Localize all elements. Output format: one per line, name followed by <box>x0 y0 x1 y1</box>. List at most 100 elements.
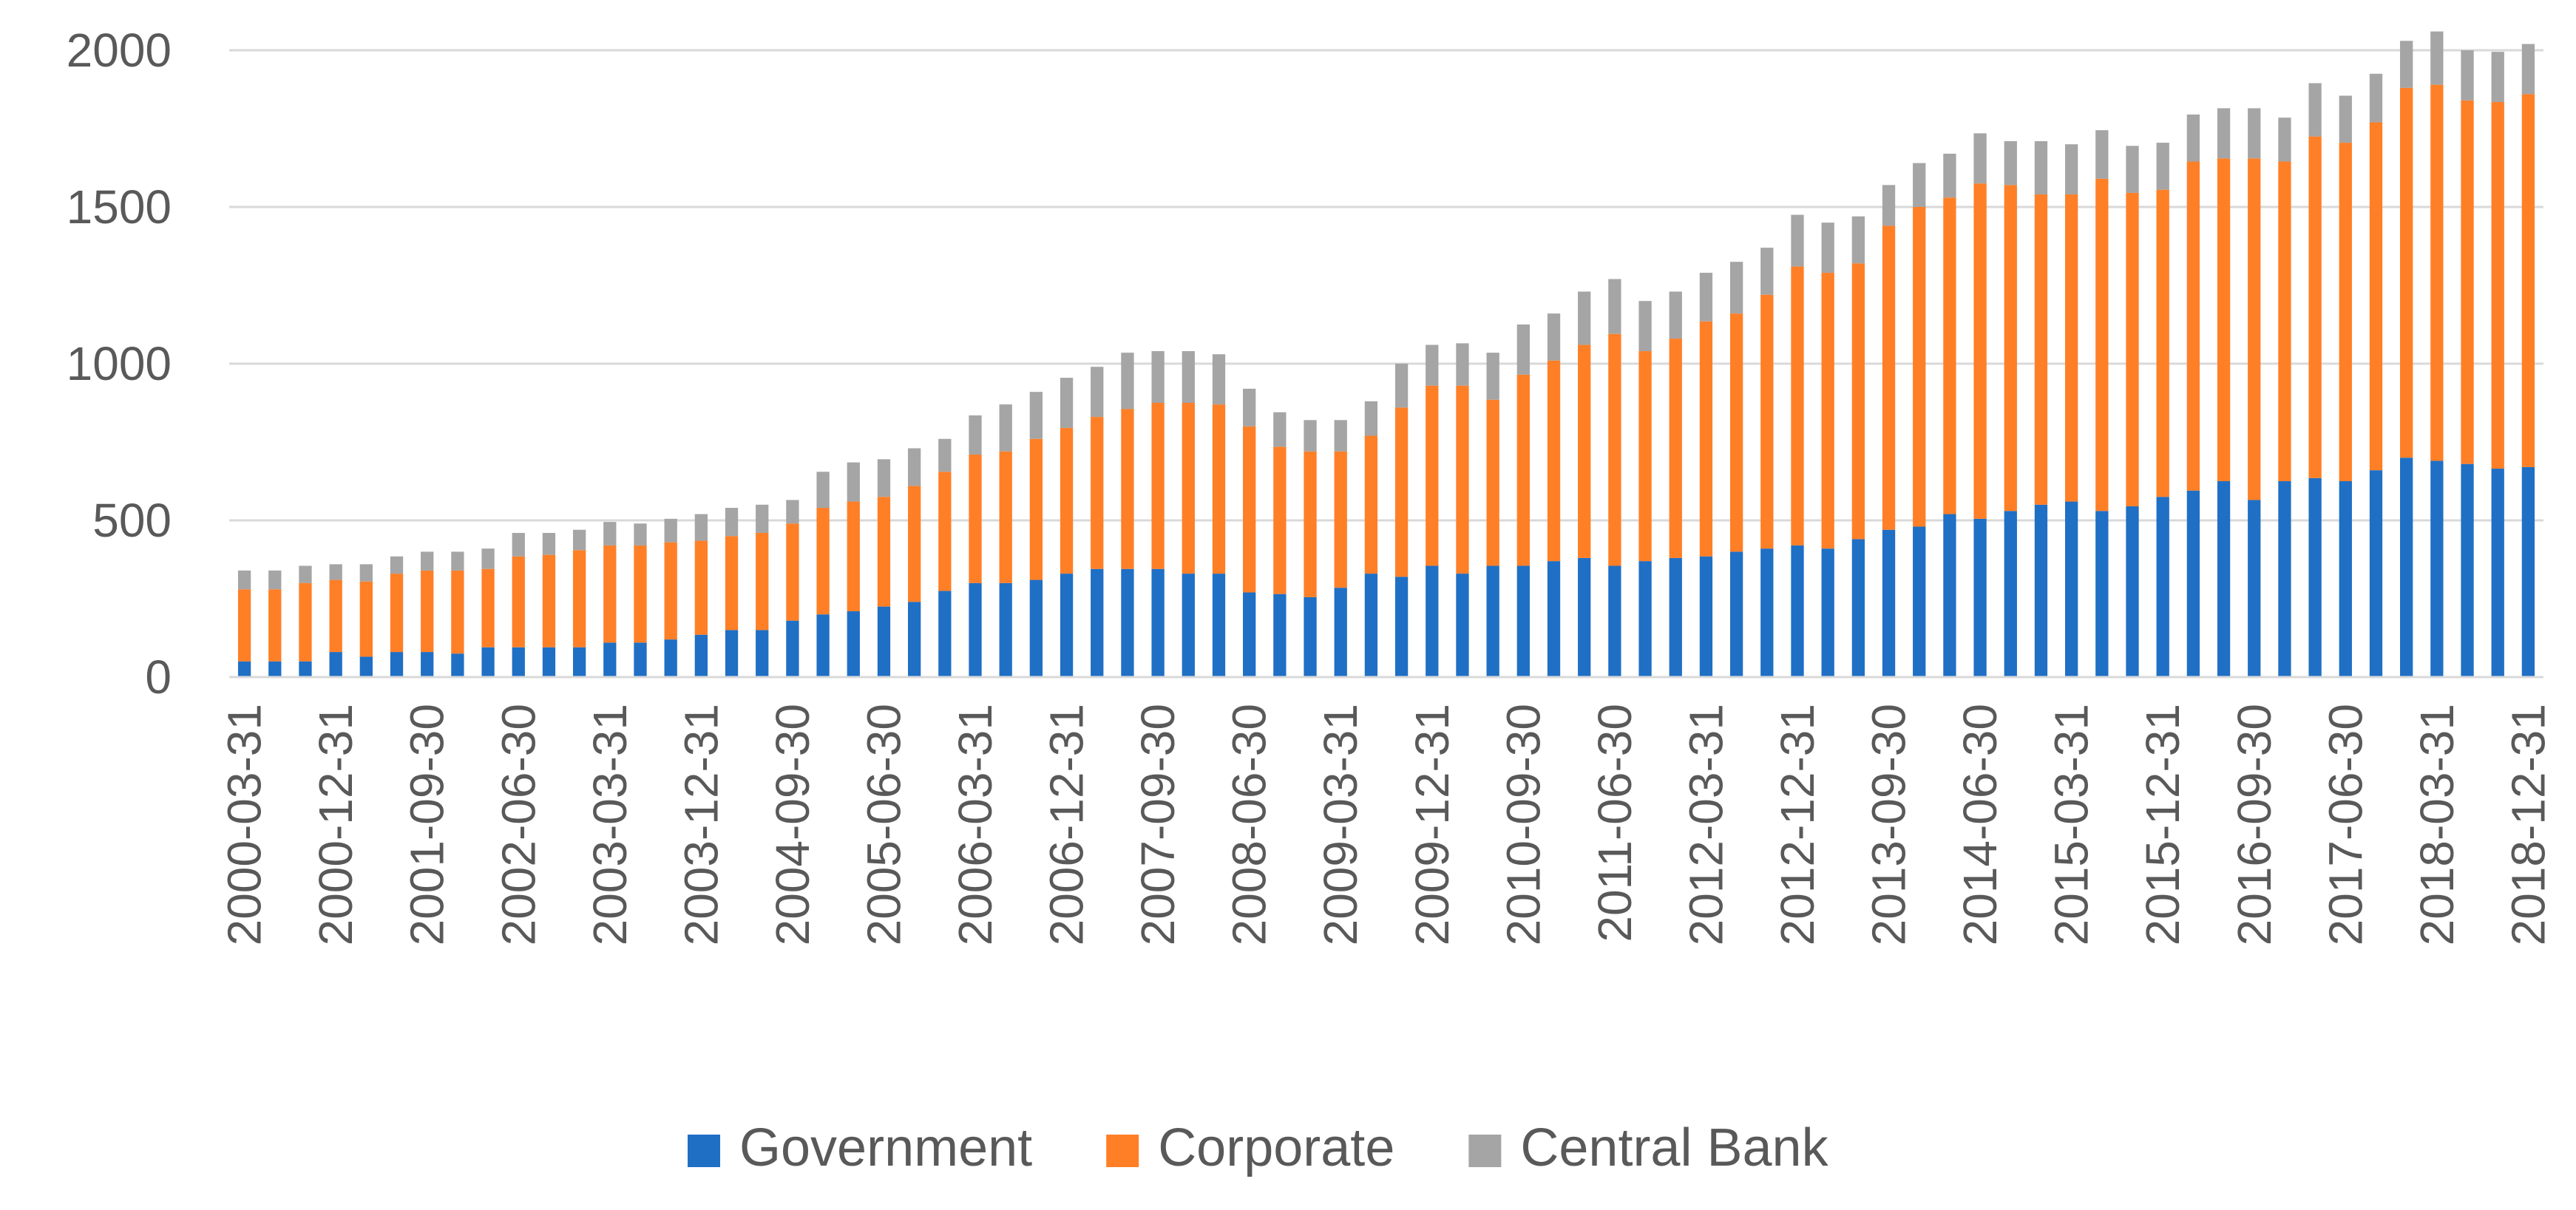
bar-segment-central-bank <box>2430 31 2444 85</box>
bar-segment-central-bank <box>1913 163 1926 207</box>
bar-segment-government <box>2248 500 2261 677</box>
y-tick-label: 1000 <box>67 337 172 390</box>
bar-segment-government <box>725 630 739 677</box>
bar-segment-corporate <box>664 542 677 640</box>
bar-segment-government <box>1394 577 1409 677</box>
bar-segment-government <box>2126 506 2139 677</box>
bar-segment-government <box>938 591 952 677</box>
bar-segment-government <box>2065 501 2078 677</box>
bar-segment-corporate <box>908 486 921 602</box>
x-tick-label: 2013-09-30 <box>1862 704 1916 945</box>
bar-segment-government <box>1638 561 1652 677</box>
bar-segment-corporate <box>847 501 860 611</box>
legend-item-corporate: Corporate <box>1106 1118 1394 1177</box>
bar-segment-central-bank <box>1029 392 1043 439</box>
bar-segment-government <box>2095 511 2109 677</box>
bar-segment-central-bank <box>1394 364 1409 408</box>
bar-segment-central-bank <box>2186 114 2200 162</box>
bar-segment-corporate <box>1060 427 1074 574</box>
bar-segment-corporate <box>1547 360 1561 562</box>
bar-segment-central-bank <box>2369 73 2383 123</box>
x-axis-tick-labels: 2000-03-31 2000-12-31 2001-09-30 2002-06-30… <box>218 704 2555 945</box>
y-tick-label: 500 <box>92 494 172 547</box>
bar-segment-central-bank <box>756 504 769 533</box>
bar-segment-corporate <box>2065 194 2078 502</box>
bar-segment-government <box>2430 460 2444 677</box>
bar-segment-central-bank <box>542 532 556 555</box>
bar-segment-government <box>664 639 677 677</box>
bar-segment-central-bank <box>1212 354 1226 405</box>
bar-segment-central-bank <box>1699 273 1713 322</box>
bar-segment-corporate <box>938 472 952 591</box>
bar-segment-central-bank <box>299 565 312 583</box>
x-tick-label: 2012-12-31 <box>1771 704 1824 945</box>
x-tick-label: 2007-09-30 <box>1131 704 1184 945</box>
y-tick-label: 2000 <box>67 24 172 77</box>
bar-segment-corporate <box>1304 451 1317 597</box>
bar-segment-government <box>481 647 495 677</box>
bar-segment-corporate <box>421 570 434 653</box>
bar-segment-central-bank <box>1578 291 1591 345</box>
bar-segment-central-bank <box>664 518 677 543</box>
bar-segment-central-bank <box>2126 146 2139 193</box>
bar-segment-government <box>2369 470 2383 677</box>
bar-segment-corporate <box>999 451 1012 583</box>
bar-segment-corporate <box>1091 417 1104 569</box>
bar-segment-government <box>1243 592 1256 677</box>
bar-segment-corporate <box>1882 225 1896 530</box>
bar-segment-government <box>1456 574 1469 677</box>
bar-segment-corporate <box>1516 374 1530 566</box>
bar-segment-corporate <box>2004 185 2017 511</box>
bar-segment-government <box>268 661 282 677</box>
bar-segment-government <box>969 582 982 677</box>
bar-segment-government <box>1151 568 1165 677</box>
bar-segment-central-bank <box>2217 108 2231 159</box>
bar-segment-corporate <box>786 523 799 621</box>
bar-segment-corporate <box>2339 143 2352 481</box>
bar-segment-central-bank <box>908 448 921 486</box>
bar-segment-government <box>999 582 1012 677</box>
bar-segment-corporate <box>2126 192 2139 506</box>
bar-segment-central-bank <box>2278 118 2291 162</box>
bar-segment-central-bank <box>2065 144 2078 195</box>
bar-segment-corporate <box>1212 404 1226 574</box>
bar-segment-government <box>451 653 464 677</box>
bar-segment-corporate <box>969 454 982 583</box>
legend-label: Corporate <box>1158 1118 1394 1177</box>
bar-segment-central-bank <box>1151 351 1165 403</box>
bar-segment-central-bank <box>1943 153 1956 198</box>
bar-segment-government <box>2400 458 2413 677</box>
bar-segment-corporate <box>1151 403 1165 569</box>
bar-segment-central-bank <box>1334 420 1347 452</box>
bar-segment-government <box>1304 596 1317 677</box>
bar-segment-central-bank <box>329 564 342 580</box>
bar-segment-central-bank <box>1851 216 1865 264</box>
bar-segment-government <box>512 647 525 677</box>
bar-segment-corporate <box>2248 158 2261 500</box>
bar-segment-corporate <box>1913 207 1926 527</box>
bar-segment-government <box>1334 588 1347 677</box>
bar-segment-corporate <box>1121 409 1134 569</box>
bar-segment-central-bank <box>634 523 647 545</box>
bar-segment-central-bank <box>694 514 708 541</box>
bar-segment-government <box>816 614 830 677</box>
bar-segment-corporate <box>1364 435 1378 574</box>
bar-segment-corporate <box>1486 399 1499 566</box>
x-tick-label: 2005-06-30 <box>857 704 910 945</box>
bar-segment-government <box>2278 481 2291 677</box>
bar-segment-corporate <box>1851 263 1865 540</box>
y-tick-label: 0 <box>145 650 172 704</box>
bar-segment-corporate <box>877 497 891 607</box>
bar-segment-central-bank <box>1121 353 1134 409</box>
bar-segment-central-bank <box>2034 140 2048 195</box>
bar-segment-corporate <box>572 550 586 648</box>
bar-segment-central-bank <box>1364 401 1378 436</box>
x-tick-label: 2018-12-31 <box>2501 704 2555 945</box>
bar-segment-central-bank <box>725 508 739 537</box>
bar-segment-corporate <box>1578 344 1591 558</box>
bar-segment-corporate <box>451 570 464 654</box>
bar-segment-government <box>1364 574 1378 677</box>
bar-segment-corporate <box>1182 403 1195 574</box>
bar-segment-government <box>847 611 860 677</box>
bar-segment-corporate <box>1638 351 1652 562</box>
